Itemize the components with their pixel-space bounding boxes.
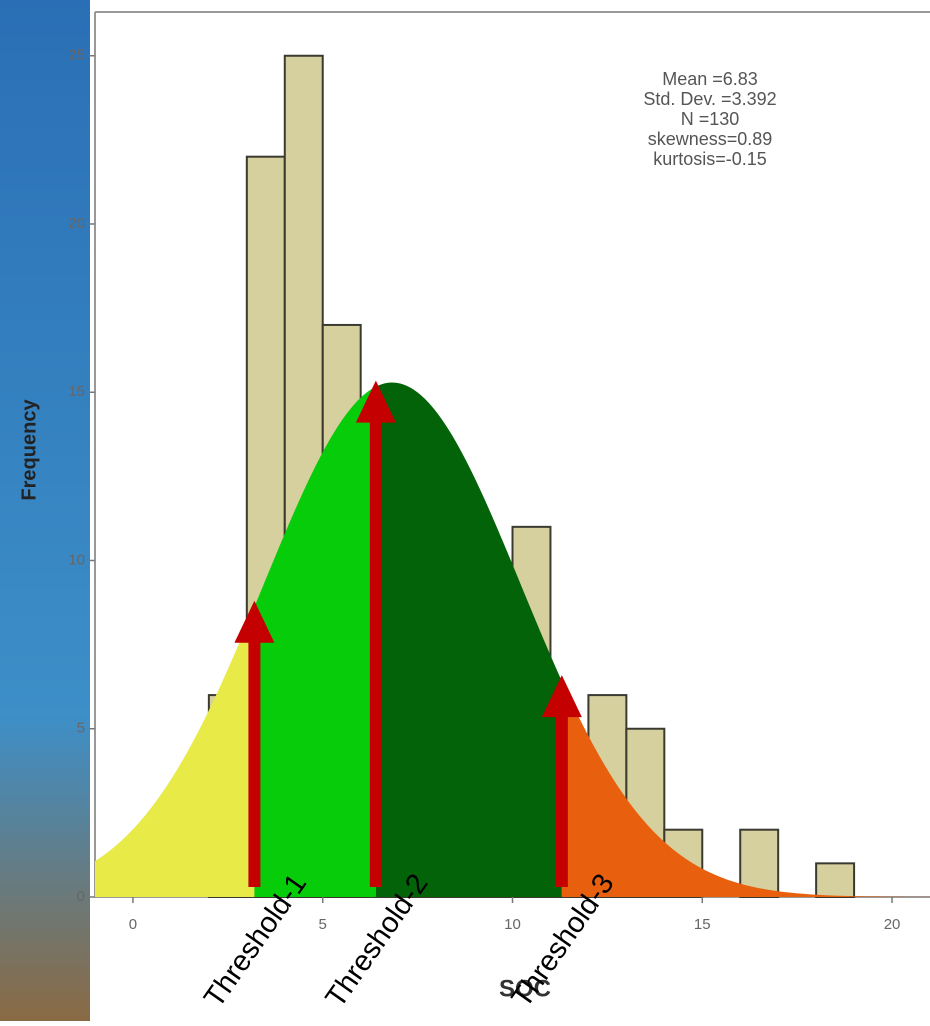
stats-label: N =: [681, 109, 710, 129]
y-tick-label: 0: [77, 888, 85, 905]
stats-value: -0.15: [726, 149, 767, 169]
y-tick-label: 10: [68, 551, 85, 568]
stats-value: 130: [709, 109, 739, 129]
stats-label: Std. Dev. =: [643, 89, 731, 109]
stats-line: N =130: [681, 109, 740, 129]
histogram-bar: [816, 863, 854, 897]
stats-label: skewness=: [648, 129, 738, 149]
y-axis-title: Frequency: [18, 399, 40, 501]
x-tick-label: 10: [504, 916, 521, 933]
stats-value: 3.392: [732, 89, 777, 109]
y-tick-label: 20: [68, 215, 85, 232]
y-tick-label: 25: [68, 47, 85, 64]
stats-value: 6.83: [723, 69, 758, 89]
stats-label: kurtosis=: [653, 149, 726, 169]
stats-line: skewness=0.89: [648, 129, 773, 149]
x-tick-label: 5: [319, 916, 327, 933]
y-tick-label: 15: [68, 383, 85, 400]
threshold-arrow: [370, 421, 382, 887]
x-tick-label: 0: [129, 916, 137, 933]
stats-line: Mean =6.83: [662, 69, 758, 89]
stats-line: Std. Dev. =3.392: [643, 89, 776, 109]
threshold-arrow: [248, 641, 260, 887]
stats-value: 0.89: [737, 129, 772, 149]
stats-line: kurtosis=-0.15: [653, 149, 767, 169]
stats-label: Mean =: [662, 69, 723, 89]
y-tick-label: 5: [77, 720, 85, 737]
x-tick-label: 15: [694, 916, 711, 933]
threshold-arrow: [556, 715, 568, 887]
chart: Frequency SOC Threshold-1Threshold-2Thre…: [0, 0, 930, 1021]
x-tick-label: 20: [884, 916, 901, 933]
